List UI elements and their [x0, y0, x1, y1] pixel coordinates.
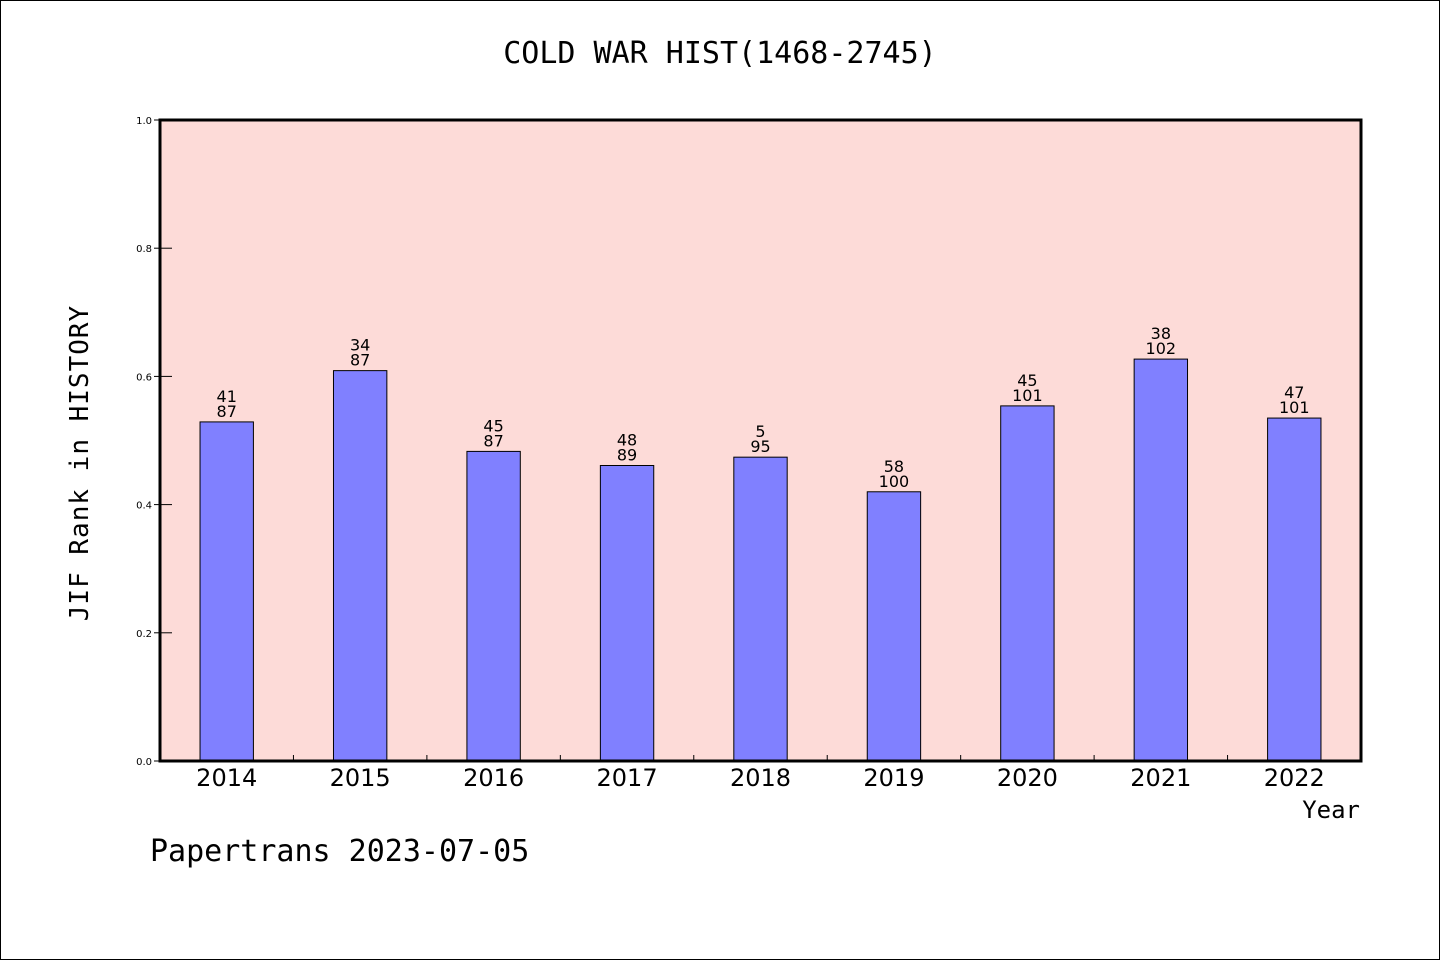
data-label-rank: 48	[617, 430, 637, 449]
bar	[733, 456, 788, 762]
y-tick-label: 0.2	[136, 629, 152, 640]
data-label-total: 100	[879, 472, 910, 491]
data-label-total: 87	[217, 402, 237, 421]
data-label-total: 102	[1146, 339, 1177, 358]
data-label-total: 101	[1279, 398, 1310, 417]
y-axis-label: JIF Rank in HISTORY	[65, 304, 95, 622]
data-label-rank: 34	[350, 336, 370, 355]
x-tick-label: 2018	[730, 764, 791, 792]
data-label-total: 95	[750, 437, 770, 456]
x-tick-label: 2019	[863, 764, 924, 792]
data-label-rank: 38	[1151, 324, 1171, 343]
data-label-rank: 41	[217, 387, 237, 406]
x-tick-label: 2016	[463, 764, 524, 792]
bar	[466, 450, 521, 762]
data-label-total: 87	[483, 431, 503, 450]
data-label-total: 89	[617, 445, 637, 464]
x-tick-label: 2020	[997, 764, 1058, 792]
bar	[866, 491, 922, 762]
data-label-rank: 45	[483, 416, 503, 435]
data-label-total: 87	[350, 351, 370, 370]
data-label-rank: 45	[1017, 371, 1037, 390]
y-tick-label: 0.4	[136, 501, 152, 512]
x-tick-label: 2022	[1264, 764, 1325, 792]
bar	[199, 421, 254, 762]
bar	[1133, 358, 1189, 762]
data-label-total: 101	[1012, 386, 1043, 405]
x-tick-label: 2021	[1130, 764, 1191, 792]
plot-border	[158, 118, 1363, 763]
chart-title: COLD WAR HIST(1468-2745)	[503, 36, 937, 71]
data-label-rank: 58	[884, 457, 904, 476]
bar	[1267, 417, 1322, 762]
data-label-rank: 47	[1284, 383, 1304, 402]
footer-watermark: Papertrans 2023-07-05	[150, 834, 530, 869]
bar	[599, 464, 655, 762]
y-tick-label: 1.0	[136, 116, 152, 127]
y-tick-label: 0.6	[136, 372, 152, 383]
data-label-rank: 5	[755, 422, 765, 441]
x-axis-label: Year	[1302, 796, 1360, 824]
x-tick-label: 2017	[597, 764, 658, 792]
y-tick-label: 0.0	[136, 757, 152, 768]
y-tick-label: 0.8	[136, 244, 152, 255]
x-tick-label: 2014	[196, 764, 257, 792]
x-tick-label: 2015	[330, 764, 391, 792]
bar	[332, 370, 388, 762]
bar	[1000, 405, 1055, 762]
